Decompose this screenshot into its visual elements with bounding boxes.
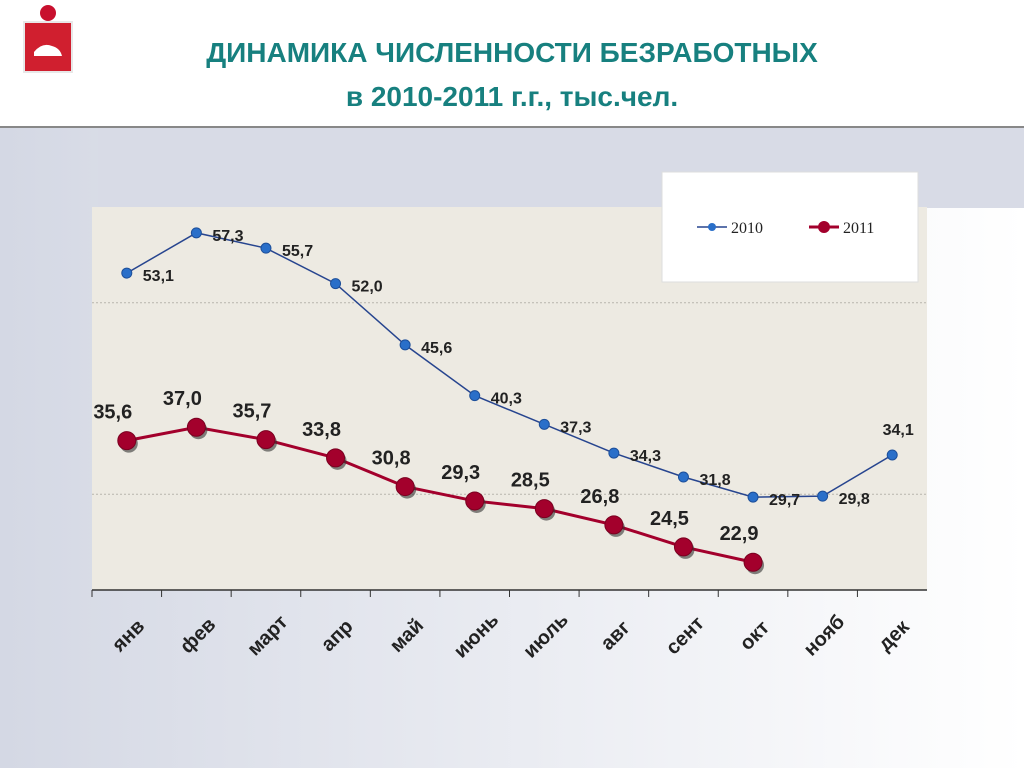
marker — [395, 477, 415, 497]
series-line — [126, 232, 893, 498]
marker — [465, 491, 485, 511]
marker — [190, 227, 202, 239]
legend-label: 2011 — [843, 220, 874, 237]
data-label: 55,7 — [282, 243, 313, 260]
data-label: 37,3 — [560, 419, 591, 436]
marker — [608, 447, 620, 459]
data-label: 37,0 — [163, 388, 202, 410]
data-label: 26,8 — [580, 486, 619, 508]
marker — [256, 430, 276, 450]
legend-label: 2010 — [731, 220, 763, 237]
data-label: 24,5 — [650, 508, 689, 530]
marker — [330, 278, 342, 290]
data-label: 28,5 — [511, 470, 550, 492]
marker — [117, 431, 137, 451]
marker — [673, 537, 693, 557]
legend-marker — [708, 223, 716, 231]
chart-title: в 2010-2011 г.г., тыс.чел. — [346, 81, 678, 112]
data-label: 57,3 — [212, 228, 243, 245]
data-label: 34,1 — [883, 422, 914, 439]
data-label: 52,0 — [352, 279, 383, 296]
data-label: 33,8 — [302, 419, 341, 441]
marker — [747, 491, 759, 503]
legend-marker — [818, 221, 830, 233]
marker — [121, 267, 133, 279]
data-label: 29,7 — [769, 492, 800, 509]
data-label: 29,8 — [839, 491, 870, 508]
data-label: 35,7 — [232, 401, 271, 423]
data-label: 53,1 — [143, 268, 174, 285]
data-label: 22,9 — [720, 523, 759, 545]
marker — [817, 490, 829, 502]
data-label: 45,6 — [421, 340, 452, 357]
marker — [326, 448, 346, 468]
data-label: 31,8 — [699, 472, 730, 489]
marker — [538, 418, 550, 430]
marker — [604, 515, 624, 535]
header — [0, 0, 1024, 126]
marker — [260, 242, 272, 254]
legend: 2010 2011 — [661, 171, 919, 283]
marker — [469, 390, 481, 402]
marker — [186, 417, 206, 437]
marker — [886, 449, 898, 461]
marker — [399, 339, 411, 351]
marker — [677, 471, 689, 483]
emblem — [23, 5, 73, 73]
data-label: 29,3 — [441, 462, 480, 484]
data-label: 35,6 — [93, 402, 132, 424]
marker — [743, 552, 763, 572]
marker — [534, 499, 554, 519]
chart-title: ДИНАМИКА ЧИСЛЕННОСТИ БЕЗРАБОТНЫХ — [206, 37, 818, 68]
data-label: 34,3 — [630, 448, 661, 465]
data-label: 30,8 — [372, 448, 411, 470]
data-label: 40,3 — [491, 391, 522, 408]
series-line — [126, 425, 754, 564]
